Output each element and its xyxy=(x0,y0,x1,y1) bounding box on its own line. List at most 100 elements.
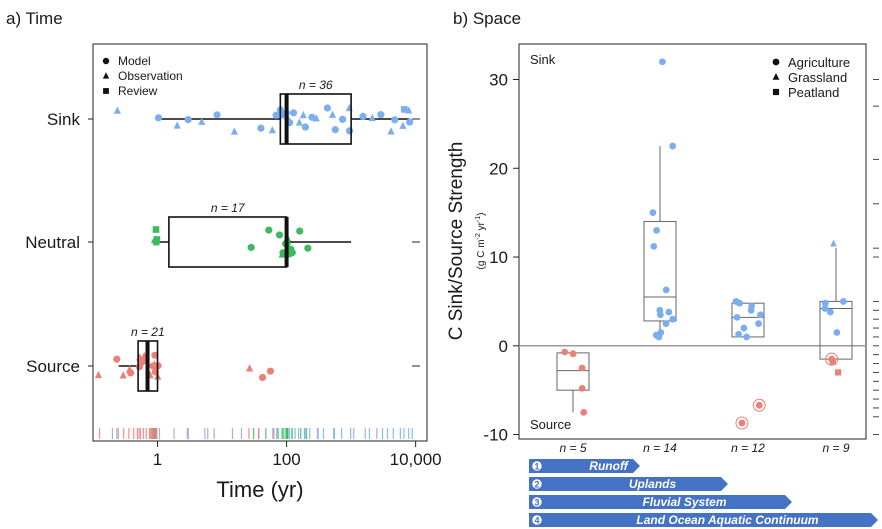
data-point xyxy=(257,124,265,132)
legend-marker xyxy=(772,88,780,96)
data-point xyxy=(135,363,143,371)
data-point xyxy=(829,358,836,365)
y-tick-label: 20 xyxy=(489,159,508,178)
legend-marker xyxy=(102,57,110,65)
data-point xyxy=(652,331,660,339)
data-point xyxy=(368,113,376,122)
box xyxy=(556,352,590,391)
data-point xyxy=(662,320,670,328)
data-point xyxy=(665,308,673,316)
category-label: Neutral xyxy=(25,233,80,252)
data-point xyxy=(94,370,103,379)
data-point xyxy=(213,111,221,119)
scale-bar xyxy=(529,459,640,473)
data-point xyxy=(150,235,159,243)
scale-bar-label: Fluvial System xyxy=(642,495,726,509)
rug xyxy=(98,428,413,439)
legend-label: Observation xyxy=(118,69,183,83)
n-label: n = 17 xyxy=(211,201,246,215)
legend-label: Grassland xyxy=(788,70,847,85)
panel-a-x-axis: 1 100 10,000 xyxy=(153,441,442,469)
data-point xyxy=(113,355,121,363)
panel-b-y-units: (g C m-2 yr-1) xyxy=(475,213,487,270)
panel-b-y-label: C Sink/Source Strength xyxy=(446,142,467,341)
legend-label: Agriculture xyxy=(788,55,850,70)
outlier-ring xyxy=(752,398,766,412)
data-point xyxy=(656,311,664,319)
data-point xyxy=(391,116,399,124)
data-point xyxy=(328,110,337,118)
data-point xyxy=(275,231,284,239)
data-point xyxy=(295,118,303,126)
y-tick-label: 10 xyxy=(489,248,508,267)
data-point xyxy=(312,114,320,122)
category-label: Source xyxy=(26,357,80,376)
data-point xyxy=(821,299,829,307)
data-point xyxy=(247,243,255,252)
data-point xyxy=(296,227,304,235)
data-point xyxy=(265,226,273,234)
data-point xyxy=(272,111,280,119)
y-tick-label: 30 xyxy=(489,71,508,90)
panel-a-title: a) Time xyxy=(6,9,63,28)
scale-bar-number: 4 xyxy=(534,516,539,526)
data-point xyxy=(653,227,660,234)
data-point xyxy=(299,111,307,119)
legend-marker xyxy=(772,73,780,80)
y-tick-label: -10 xyxy=(483,426,508,445)
x-tick-label: 10,000 xyxy=(390,450,442,469)
legend-label: Peatland xyxy=(788,85,839,100)
box xyxy=(168,216,288,268)
scale-bar xyxy=(529,513,878,527)
scale-bar-number: 1 xyxy=(534,462,539,472)
data-point xyxy=(401,106,408,113)
data-point xyxy=(669,142,677,150)
data-point xyxy=(258,373,267,382)
panel-a-frame xyxy=(92,43,428,442)
n-label: n = 12 xyxy=(731,441,765,455)
data-point xyxy=(184,115,192,124)
n-label: n = 9 xyxy=(822,441,849,455)
data-point xyxy=(669,315,677,323)
data-point xyxy=(377,111,385,119)
legend-label: Model xyxy=(118,54,151,68)
scale-bar-label: Runoff xyxy=(589,459,628,473)
scale-bars: 1 Runoff 2 Uplands 3 Fluvial System 4 Land Ocea… xyxy=(529,459,878,527)
n-label: n = 14 xyxy=(643,441,677,455)
panel-b-sink-label: Sink xyxy=(530,52,556,67)
data-point xyxy=(308,113,316,121)
data-point xyxy=(173,121,181,129)
data-point xyxy=(119,371,127,379)
data-point xyxy=(662,286,670,294)
data-point xyxy=(399,121,407,129)
data-point xyxy=(821,305,829,312)
scale-bar-badge xyxy=(530,477,544,491)
data-point xyxy=(580,408,588,416)
data-point xyxy=(301,123,309,131)
box xyxy=(819,300,853,360)
panel-b-y-label-group: C Sink/Source Strength xyxy=(446,142,467,341)
data-point xyxy=(289,109,298,117)
data-point xyxy=(338,115,347,123)
data-point xyxy=(151,351,159,359)
data-point xyxy=(740,324,748,332)
data-point xyxy=(113,106,122,114)
y-tick-label: 0 xyxy=(499,337,508,356)
panel-b-source-label: Source xyxy=(530,417,571,432)
scale-bar-number: 3 xyxy=(534,498,539,508)
x-tick-label: 1 xyxy=(153,450,162,469)
n-label: n = 21 xyxy=(131,325,165,339)
data-point xyxy=(833,329,841,336)
data-point xyxy=(736,299,744,307)
data-point xyxy=(839,298,847,305)
data-point xyxy=(835,369,842,376)
data-point xyxy=(245,364,254,372)
outlier-ring xyxy=(825,352,839,366)
scale-bar xyxy=(529,495,792,509)
data-point xyxy=(738,419,746,427)
data-point xyxy=(153,236,161,243)
data-point xyxy=(278,250,286,258)
